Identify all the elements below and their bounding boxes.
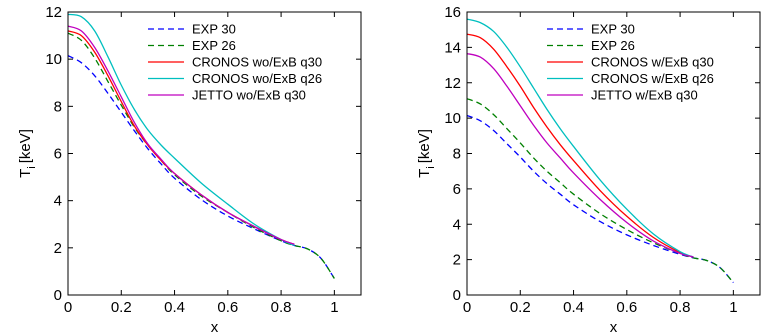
legend-label-cronos-w-exb-q30: CRONOS w/ExB q30 <box>591 55 714 70</box>
y-tick-label: 14 <box>444 39 461 56</box>
y-tick-label: 2 <box>453 252 461 269</box>
y-axis-label: Ti [keV] <box>416 129 437 178</box>
x-tick-label: 0.8 <box>271 299 292 316</box>
series-line-jetto-w-exb-q30 <box>466 52 694 258</box>
y-tick-label: 8 <box>54 98 62 115</box>
legend-label-cronos-wo-exb-q26: CRONOS wo/ExB q26 <box>192 71 322 86</box>
y-tick-label: 10 <box>444 110 461 127</box>
y-tick-label: 4 <box>453 216 461 233</box>
legend-label-exp-26: EXP 26 <box>192 38 236 53</box>
y-tick-label: 6 <box>453 181 461 198</box>
x-tick-label: 1 <box>729 299 737 316</box>
x-tick-label: 1 <box>330 299 338 316</box>
y-axis-label-subscript: i <box>425 166 437 168</box>
x-axis-label: x <box>610 319 618 333</box>
y-axis-label-unit: [keV] <box>17 129 34 163</box>
x-tick-label: 0 <box>64 299 72 316</box>
legend-label-cronos-wo-exb-q30: CRONOS wo/ExB q30 <box>192 55 322 70</box>
x-tick-label: 0.4 <box>563 299 584 316</box>
y-axis-label-unit: [keV] <box>416 129 433 163</box>
svg-text:Ti[keV]: Ti [keV] <box>416 129 437 178</box>
y-tick-label: 12 <box>444 75 461 92</box>
legend-label-jetto-wo-exb-q30: JETTO wo/ExB q30 <box>192 88 306 103</box>
legend-label-cronos-w-exb-q26: CRONOS w/ExB q26 <box>591 71 714 86</box>
series-line-exp-30 <box>67 55 335 279</box>
y-tick-label: 10 <box>45 51 62 68</box>
series-line-cronos-wo-exb-q26 <box>67 13 295 247</box>
y-tick-label: 12 <box>45 4 62 21</box>
series-line-exp-26 <box>67 32 335 279</box>
x-axis-label: x <box>211 319 219 333</box>
y-tick-label: 16 <box>444 4 461 21</box>
series-line-cronos-w-exb-q26 <box>466 18 694 258</box>
series-line-cronos-w-exb-q30 <box>466 33 694 258</box>
series-line-exp-26 <box>466 98 734 284</box>
x-tick-label: 0 <box>463 299 471 316</box>
y-tick-label: 0 <box>453 287 461 304</box>
legend-label-exp-26: EXP 26 <box>591 38 635 53</box>
y-axis-label-subscript: i <box>26 166 38 168</box>
y-tick-label: 6 <box>54 146 62 163</box>
y-tick-label: 8 <box>453 146 461 163</box>
x-tick-label: 0.8 <box>670 299 691 316</box>
x-tick-label: 0.2 <box>510 299 531 316</box>
x-tick-label: 0.4 <box>164 299 185 316</box>
series-line-jetto-wo-exb-q30 <box>67 25 295 245</box>
y-axis-label-symbol: T <box>416 169 433 178</box>
legend-label-exp-30: EXP 30 <box>192 22 236 37</box>
legend-label-exp-30: EXP 30 <box>591 22 635 37</box>
y-tick-label: 2 <box>54 240 62 257</box>
y-tick-label: 0 <box>54 287 62 304</box>
y-tick-label: 4 <box>54 193 62 210</box>
legend-label-jetto-w-exb-q30: JETTO w/ExB q30 <box>591 88 698 103</box>
y-axis-label: Ti [keV] <box>17 129 38 178</box>
x-tick-label: 0.6 <box>616 299 637 316</box>
x-tick-label: 0.2 <box>111 299 132 316</box>
x-tick-label: 0.6 <box>217 299 238 316</box>
svg-text:Ti[keV]: Ti [keV] <box>17 129 38 178</box>
y-axis-label-symbol: T <box>17 169 34 178</box>
